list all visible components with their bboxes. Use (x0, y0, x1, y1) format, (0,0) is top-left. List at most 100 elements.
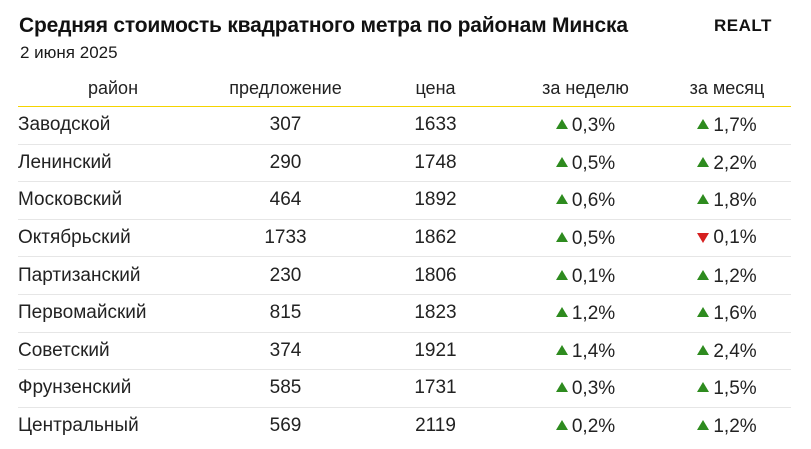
offers-count: 374 (269, 339, 302, 361)
triangle-up-icon (555, 420, 568, 431)
price-value: 2119 (415, 415, 456, 437)
district-name: Партизанский (18, 264, 141, 286)
week-change-value: 0,3% (571, 115, 616, 137)
week-change: 0,3% (508, 113, 663, 137)
month-change: 1,6% (663, 301, 791, 325)
district-name: Первомайский (18, 302, 147, 324)
table-body: Заводской 307 1633 0,3% 1,7% Ленинский 290 1748… (18, 107, 791, 444)
price-value: 1892 (414, 189, 457, 211)
table-row: Заводской 307 1633 0,3% 1,7% (18, 107, 791, 145)
week-change-group: 0,3% (555, 115, 616, 137)
column-header-district: район (87, 77, 139, 98)
realt-logo: REALT (714, 16, 772, 35)
week-change-group: 0,2% (555, 416, 616, 438)
week-change-group: 1,2% (555, 303, 615, 325)
month-change-value: 0,1% (713, 227, 757, 249)
month-change-group: 1,2% (697, 416, 757, 438)
week-change-group: 0,6% (555, 190, 616, 212)
week-change-group: 1,4% (555, 340, 616, 363)
column-header-price: цена (415, 77, 456, 98)
triangle-up-icon (555, 382, 568, 393)
table-row: Московский 464 1892 0,6% 1,8% (18, 182, 791, 220)
week-change: 0,5% (508, 151, 663, 175)
month-change-group: 1,7% (697, 115, 757, 137)
table-row: Фрунзенский 585 1731 0,3% 1,5% (18, 370, 791, 408)
month-change-value: 1,2% (713, 416, 757, 438)
triangle-up-icon (697, 119, 710, 130)
week-change: 0,2% (508, 414, 663, 438)
month-change-group: 1,5% (697, 378, 757, 400)
triangle-up-icon (555, 344, 568, 355)
offers-count: 290 (269, 151, 302, 173)
month-change-value: 1,7% (713, 115, 757, 137)
district-name: Центральный (18, 415, 139, 437)
week-change: 0,5% (508, 226, 663, 250)
offers-count: 585 (269, 377, 302, 399)
week-change-value: 0,5% (571, 228, 616, 250)
month-change-value: 1,5% (713, 378, 757, 400)
table-row: Центральный 569 2119 0,2% 1,2% (18, 408, 791, 445)
week-change-value: 0,5% (571, 152, 616, 174)
month-change: 1,8% (663, 188, 791, 212)
week-change-value: 0,2% (571, 416, 616, 438)
triangle-up-icon (697, 269, 710, 280)
price-value: 1731 (414, 377, 457, 399)
week-change-value: 0,3% (571, 378, 616, 400)
district-name: Ленинский (18, 151, 112, 173)
week-change-value: 1,4% (571, 340, 616, 362)
triangle-up-icon (697, 344, 710, 355)
district-price-table: район предложение цена за неделю за меся… (18, 70, 791, 444)
month-change-value: 2,2% (713, 152, 757, 174)
price-value: 1823 (414, 302, 457, 324)
price-value: 1748 (414, 151, 457, 173)
month-change: 1,2% (663, 264, 791, 288)
offers-count: 1733 (264, 227, 307, 249)
column-header-month: за месяц (689, 77, 765, 98)
district-name: Советский (18, 339, 110, 361)
week-change-group: 0,5% (555, 228, 616, 250)
district-name: Октябрьский (18, 227, 131, 249)
triangle-up-icon (555, 194, 568, 205)
month-change: 2,4% (663, 339, 791, 363)
table-row: Партизанский 230 1806 0,1% 1,2% (18, 257, 791, 295)
month-change-value: 1,2% (713, 265, 757, 287)
table-row: Первомайский 815 1823 1,2% 1,6% (18, 295, 791, 333)
week-change: 0,3% (508, 376, 663, 400)
district-name: Московский (18, 189, 123, 211)
triangle-up-icon (697, 156, 710, 167)
week-change-group: 0,1% (555, 266, 615, 288)
table-header-row: район предложение цена за неделю за меся… (18, 70, 791, 107)
week-change-group: 0,3% (555, 378, 616, 400)
month-change-group: 2,2% (697, 152, 757, 175)
month-change-value: 1,8% (713, 190, 757, 212)
month-change: 1,7% (663, 113, 791, 137)
offers-count: 815 (269, 302, 302, 324)
month-change-group: 1,6% (697, 303, 757, 325)
triangle-up-icon (555, 269, 568, 280)
triangle-down-icon (697, 233, 710, 244)
month-change: 1,2% (663, 414, 791, 438)
column-header-offers: предложение (229, 77, 342, 98)
offers-count: 307 (269, 114, 302, 136)
month-change-group: 0,1% (697, 227, 757, 249)
page-title: Средняя стоимость квадратного метра по р… (19, 14, 628, 37)
offers-count: 569 (269, 415, 302, 437)
price-value: 1633 (414, 114, 457, 136)
triangle-up-icon (555, 307, 568, 318)
table-row: Советский 374 1921 1,4% 2,4% (18, 333, 791, 371)
month-change-value: 1,6% (713, 303, 757, 325)
triangle-up-icon (555, 156, 568, 167)
report-date: 2 июня 2025 (20, 43, 118, 62)
triangle-up-icon (697, 194, 710, 205)
district-name: Фрунзенский (18, 377, 132, 399)
week-change: 0,1% (508, 264, 663, 288)
week-change-value: 0,6% (571, 190, 616, 212)
week-change: 1,4% (508, 339, 663, 363)
month-change-group: 2,4% (697, 341, 757, 363)
price-value: 1806 (414, 264, 457, 286)
month-change: 2,2% (663, 151, 791, 175)
month-change-group: 1,8% (697, 190, 757, 212)
week-change: 1,2% (508, 301, 663, 325)
triangle-up-icon (697, 382, 710, 393)
triangle-up-icon (555, 119, 568, 130)
